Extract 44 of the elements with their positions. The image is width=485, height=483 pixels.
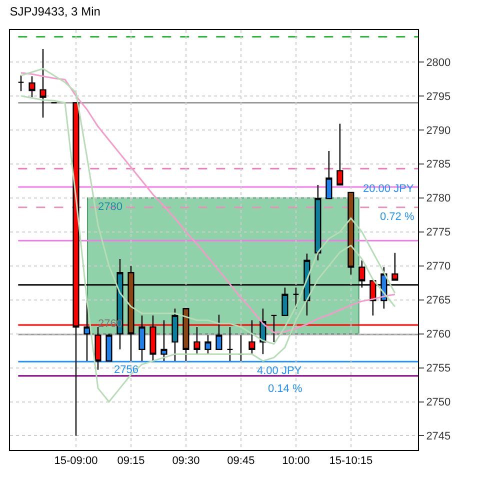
candlestick xyxy=(40,48,46,118)
annotation: 2756 xyxy=(114,364,138,376)
y-tick-label: 2750 xyxy=(426,396,451,409)
x-tick-label: 09:45 xyxy=(227,455,255,468)
x-tick-label: 09:30 xyxy=(172,455,200,468)
candlestick xyxy=(216,314,222,350)
candlestick xyxy=(282,286,288,316)
y-tick-label: 2795 xyxy=(426,90,451,103)
y-tick-label: 2760 xyxy=(426,328,451,341)
y-tick-label: 2775 xyxy=(426,226,451,239)
candlestick xyxy=(292,286,300,310)
y-tick-label: 2790 xyxy=(426,124,451,137)
y-tick-label: 2745 xyxy=(426,430,451,443)
candlestick xyxy=(392,252,398,281)
y-tick-label: 2780 xyxy=(426,192,451,205)
annotation: 2760 xyxy=(98,318,122,330)
candlestick xyxy=(182,308,190,362)
candlestick xyxy=(138,314,146,362)
candlestick xyxy=(326,150,332,200)
y-tick-label: 2765 xyxy=(426,294,451,307)
candlestick xyxy=(336,123,344,186)
candlestick xyxy=(172,308,178,362)
candlestick xyxy=(160,320,168,362)
x-tick-label: 15-09:00 xyxy=(54,455,98,468)
candlestick xyxy=(18,74,24,92)
x-tick-label: 10:00 xyxy=(282,455,310,468)
candlestick xyxy=(314,184,322,261)
annotation: 0.14 % xyxy=(268,383,302,395)
candlestick xyxy=(28,76,36,98)
y-tick-label: 2755 xyxy=(426,362,451,375)
candlestick xyxy=(106,333,112,362)
y-tick-label: 2785 xyxy=(426,158,451,171)
annotation: 2780 xyxy=(98,201,122,213)
x-tick-label: 15-10:15 xyxy=(329,455,373,468)
candlestick xyxy=(204,334,212,355)
annotation: 4.00 JPY xyxy=(257,365,302,377)
y-tick-label: 2800 xyxy=(426,56,451,69)
candlestick xyxy=(348,192,354,276)
candlestick xyxy=(270,314,278,343)
chart-title: SJPJ9433, 3 Min xyxy=(10,4,100,19)
y-tick-label: 2770 xyxy=(426,260,451,273)
x-tick-label: 09:15 xyxy=(117,455,145,468)
candlestick xyxy=(226,326,234,362)
annotation: 0.72 % xyxy=(380,211,414,223)
